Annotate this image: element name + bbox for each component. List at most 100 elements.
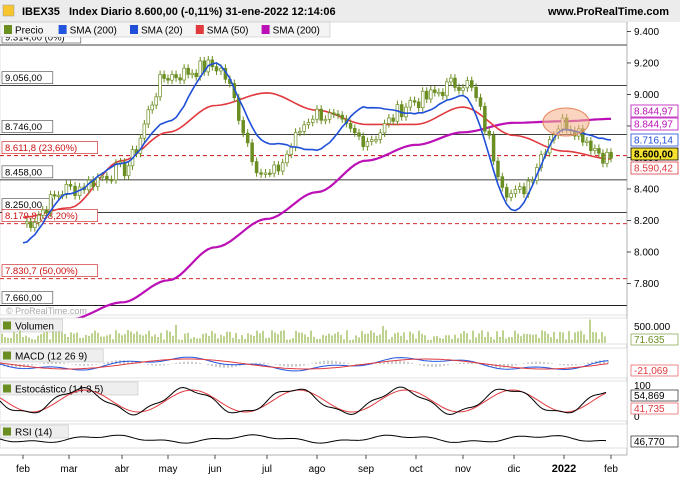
time-axis-label: ago — [309, 464, 326, 475]
panel-icon — [3, 321, 11, 330]
time-axis-label: may — [159, 464, 178, 475]
level-label: 7.660,00 — [5, 293, 42, 304]
price-candle — [146, 109, 151, 125]
price-candle — [323, 118, 328, 122]
price-candle — [369, 139, 374, 142]
panel-label: MACD (12 26 9) — [15, 352, 87, 363]
price-candle — [154, 96, 158, 106]
price-candle — [109, 179, 114, 182]
price-candle — [310, 118, 315, 123]
value-badge — [630, 133, 679, 147]
price-candle — [420, 90, 425, 109]
price-candle — [293, 131, 298, 148]
price-candle — [68, 184, 73, 187]
price-candle — [504, 187, 509, 198]
price-candle — [280, 162, 285, 172]
value-badge — [630, 364, 679, 377]
level-label-box — [1, 165, 54, 179]
value-badge-text: 8.716,14 — [634, 136, 673, 147]
price-candle — [170, 74, 174, 81]
legend-label: Precio — [15, 26, 44, 37]
legend-swatch — [195, 25, 204, 34]
legend-label: SMA (20) — [141, 26, 183, 37]
price-candle — [25, 221, 29, 225]
legend-label: SMA (50) — [207, 26, 249, 37]
price-candle — [589, 140, 593, 151]
time-axis-label: sep — [358, 464, 375, 475]
price-candle — [457, 87, 461, 91]
price-candle — [491, 134, 496, 162]
price-candle — [404, 106, 408, 118]
time-axis-background — [0, 455, 680, 480]
legend: Precio SMA (200) SMA (20) SMA (50) SMA (200) — [0, 21, 331, 38]
price-candle — [29, 221, 33, 228]
price-candle — [272, 164, 276, 174]
price-candle — [395, 104, 400, 122]
price-candle — [114, 162, 118, 181]
value-badge-text: 8.590,42 — [634, 164, 673, 175]
price-candle — [158, 74, 162, 98]
level-label-box — [1, 291, 54, 304]
price-candle — [517, 186, 522, 190]
price-candle — [522, 186, 526, 195]
time-axis-label: dic — [508, 464, 521, 475]
price-levels: 9.314,00 (0%) 9.056,00 8.746,00 8.611,8 (23… — [0, 30, 627, 306]
price-candle — [52, 194, 57, 197]
right-value-badges: 8.844,97 8.844,97 8.716,14 8.600,00 8.590,42 — [630, 104, 679, 175]
time-axis-label: feb — [604, 464, 618, 475]
price-candle — [424, 90, 429, 100]
price-candle — [483, 105, 487, 132]
price-candle — [374, 139, 378, 142]
rsi-line — [0, 434, 607, 444]
panel-label-box — [0, 318, 63, 333]
price-candle — [605, 151, 609, 164]
price-candle — [219, 67, 223, 72]
price-candle — [254, 161, 259, 174]
legend-swatch — [58, 25, 67, 34]
price-candle — [56, 194, 61, 197]
series-sma-200 — [22, 117, 611, 337]
price-candle — [461, 87, 465, 91]
price-candle — [509, 193, 513, 198]
level-label: 8.179,8 (38,20%) — [5, 211, 78, 222]
legend-box — [0, 21, 331, 38]
price-candle — [445, 81, 449, 97]
price-candle — [182, 67, 186, 81]
price-candle — [298, 131, 302, 134]
price-candle — [306, 122, 311, 126]
price-candle — [391, 117, 395, 122]
panel-icon — [3, 427, 11, 436]
level-label-box — [1, 120, 54, 133]
price-candle — [487, 130, 491, 136]
stoch-value-2: 41,735 — [634, 404, 665, 415]
time-axis-label: oct — [409, 464, 423, 475]
price-candle — [593, 148, 597, 151]
price-candle — [105, 175, 109, 180]
watermark: © ProRealTime.com — [6, 306, 87, 316]
legend-label: SMA (200) — [70, 26, 117, 37]
price-candle — [150, 104, 154, 111]
price-candle — [285, 153, 289, 164]
level-label-box — [1, 264, 98, 277]
time-axis-label: feb — [16, 464, 30, 475]
price-candle — [142, 123, 147, 139]
price-candle — [387, 117, 391, 124]
panel-frame — [0, 423, 628, 449]
price-candle — [162, 74, 166, 79]
price-candle — [174, 74, 178, 79]
price-candle — [250, 142, 254, 162]
price-candle — [441, 91, 445, 97]
price-candle — [263, 172, 268, 175]
legend-swatch — [261, 25, 270, 34]
panel-label-box — [0, 424, 69, 439]
price-candle — [319, 108, 323, 121]
level-label: 9.314,00 (0%) — [5, 32, 65, 43]
price-candle — [382, 123, 387, 134]
price-candle — [332, 112, 336, 115]
price-candle — [186, 67, 190, 75]
price-candle — [194, 72, 198, 78]
price-candle — [268, 172, 272, 175]
price-candle — [214, 66, 219, 72]
stoch-value-1: 54,869 — [634, 391, 665, 402]
